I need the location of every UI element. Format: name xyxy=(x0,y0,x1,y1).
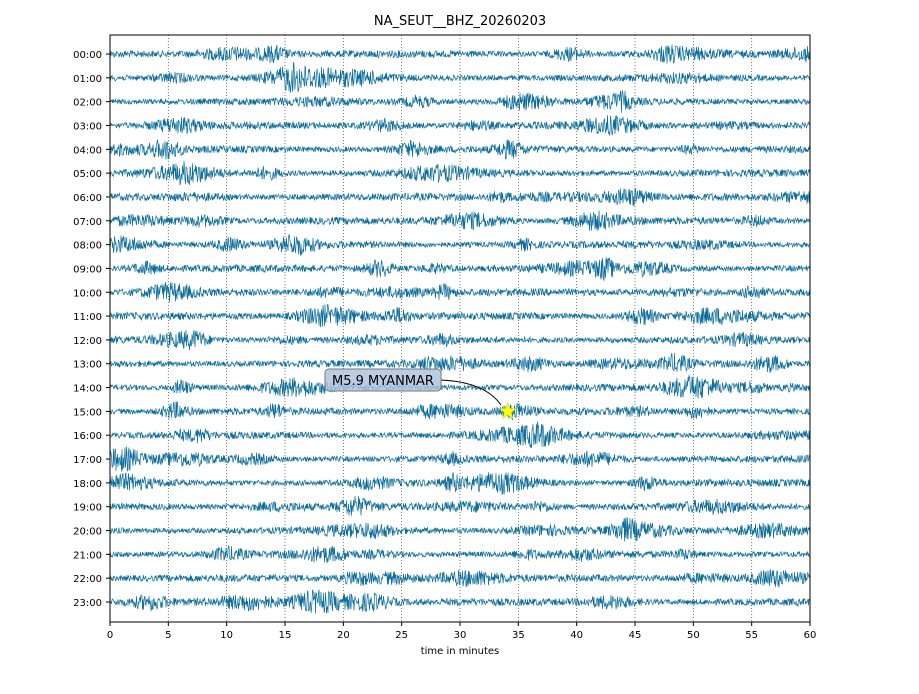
y-tick-label: 17:00 xyxy=(73,455,102,466)
trace-row-0000 xyxy=(109,44,811,64)
trace-row-2000 xyxy=(109,517,811,542)
y-tick-label: 06:00 xyxy=(73,193,102,204)
y-tick-label: 16:00 xyxy=(73,431,102,442)
trace-row-1000 xyxy=(109,282,811,303)
x-tick-label: 20 xyxy=(337,630,350,641)
trace-row-1600 xyxy=(109,421,811,448)
y-tick-label: 13:00 xyxy=(73,360,102,371)
annotation-box xyxy=(324,368,442,392)
y-tick-label: 04:00 xyxy=(73,145,102,156)
event-annotation: M5.9 MYANMAR xyxy=(324,368,518,420)
y-tick-label: 23:00 xyxy=(73,598,102,609)
event-star-icon xyxy=(498,401,518,420)
x-tick-label: 0 xyxy=(107,630,113,641)
y-tick-label: 03:00 xyxy=(73,121,102,132)
x-tick-label: 25 xyxy=(395,630,408,641)
trace-row-1300 xyxy=(109,353,811,373)
trace-row-0400 xyxy=(109,139,811,160)
x-tick-label: 10 xyxy=(220,630,233,641)
trace-row-0300 xyxy=(109,115,811,136)
y-tick-label: 15:00 xyxy=(73,407,102,418)
y-tick-label: 22:00 xyxy=(73,574,102,585)
trace-row-0200 xyxy=(109,90,811,113)
x-axis: 0 5 10 15 20 25 30 35 40 45 50 55 60 xyxy=(107,622,817,641)
x-tick-label: 55 xyxy=(745,630,758,641)
annotation-label: M5.9 MYANMAR xyxy=(332,374,434,389)
x-tick-label: 45 xyxy=(629,630,642,641)
trace-row-0700 xyxy=(109,210,811,231)
trace-row-1800 xyxy=(109,471,811,496)
x-tick-label: 35 xyxy=(512,630,525,641)
trace-row-1900 xyxy=(109,495,811,516)
y-tick-label: 00:00 xyxy=(73,50,102,61)
x-tick-label: 50 xyxy=(687,630,700,641)
x-axis-label: time in minutes xyxy=(421,646,500,657)
trace-row-2300 xyxy=(109,589,811,614)
trace-row-2100 xyxy=(109,545,811,564)
y-tick-label: 10:00 xyxy=(73,288,102,299)
y-tick-label: 20:00 xyxy=(73,527,102,538)
trace-row-0100 xyxy=(109,62,811,93)
y-tick-label: 11:00 xyxy=(73,312,102,323)
trace-row-1500 xyxy=(109,400,811,421)
y-tick-label: 05:00 xyxy=(73,169,102,180)
y-tick-label: 21:00 xyxy=(73,550,102,561)
trace-row-1400 xyxy=(109,374,811,399)
x-tick-label: 5 xyxy=(165,630,171,641)
y-tick-label: 01:00 xyxy=(73,74,102,85)
y-tick-label: 12:00 xyxy=(73,336,102,347)
trace-row-0800 xyxy=(109,234,811,256)
y-tick-label: 08:00 xyxy=(73,241,102,252)
y-tick-label: 09:00 xyxy=(73,264,102,275)
y-tick-label: 18:00 xyxy=(73,479,102,490)
trace-row-1100 xyxy=(109,304,811,328)
y-axis: 00:00 01:00 02:00 03:00 04:00 05:00 06:00 07:00… xyxy=(73,50,110,609)
x-tick-label: 60 xyxy=(804,630,817,641)
trace-row-2200 xyxy=(109,569,811,588)
grid-lines xyxy=(167,35,753,622)
y-tick-label: 07:00 xyxy=(73,217,102,228)
x-tick-label: 15 xyxy=(279,630,292,641)
y-tick-label: 19:00 xyxy=(73,503,102,514)
traces xyxy=(109,44,811,614)
y-tick-label: 14:00 xyxy=(73,384,102,395)
trace-row-0900 xyxy=(109,257,811,282)
trace-row-1700 xyxy=(109,446,811,472)
x-tick-label: 40 xyxy=(570,630,583,641)
chart-title: NA_SEUT__BHZ_20260203 xyxy=(374,14,546,29)
y-tick-label: 02:00 xyxy=(73,98,102,109)
x-tick-label: 30 xyxy=(454,630,467,641)
trace-row-0600 xyxy=(109,187,811,207)
trace-row-0500 xyxy=(109,160,811,186)
annotation-arrow xyxy=(440,379,502,406)
trace-row-1200 xyxy=(109,329,811,351)
